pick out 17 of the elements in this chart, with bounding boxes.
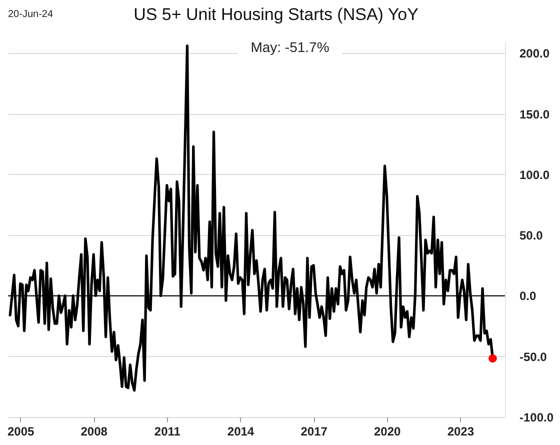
x-tick-label: 2008 [80, 424, 108, 438]
chart-title: US 5+ Unit Housing Starts (NSA) YoY [134, 5, 418, 24]
x-tick-label: 2017 [300, 424, 328, 438]
text: 20-Jun-24 [8, 9, 54, 20]
y-tick-label: 150.0 [520, 107, 550, 122]
y-tick-label: 200.0 [520, 46, 550, 61]
x-tick-label: 2011 [154, 424, 181, 438]
x-tick-label: 2005 [7, 424, 34, 438]
x-tick-label: 2023 [447, 424, 474, 438]
y-tick-label: -100.0 [520, 410, 554, 424]
y-tick-label: 50.0 [520, 228, 544, 243]
y-tick-label: 0.0 [520, 289, 537, 304]
x-tick-label: 2014 [227, 424, 254, 438]
x-tick-label: 2020 [374, 424, 402, 438]
y-tick-label: -50.0 [520, 350, 548, 364]
annotation: May: -51.7% [250, 39, 330, 55]
y-tick-label: 100.0 [520, 168, 550, 182]
